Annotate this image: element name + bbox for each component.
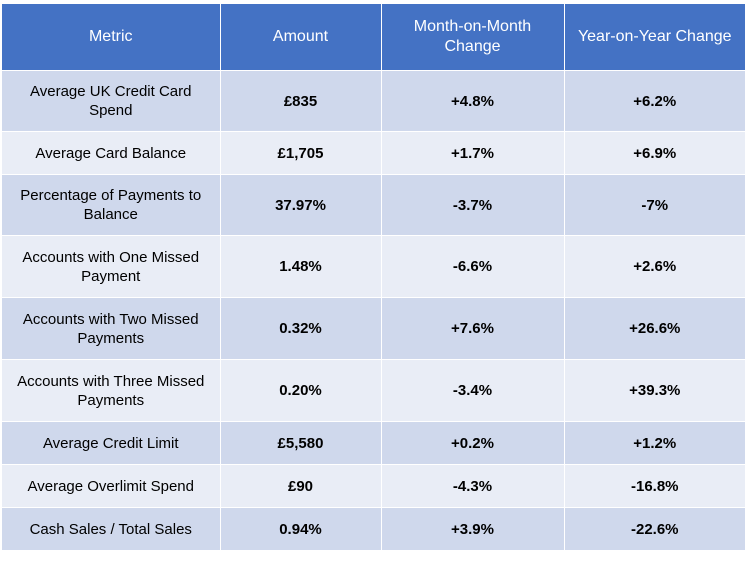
metric-cell: Accounts with One Missed Payment: [2, 235, 221, 298]
table-row: Cash Sales / Total Sales 0.94% +3.9% -22…: [2, 507, 745, 550]
amount-cell: £835: [220, 70, 382, 132]
yoy-change-cell: +2.6%: [564, 235, 745, 298]
credit-card-metrics-table: Metric Amount Month-on-Month Change Year…: [2, 4, 745, 550]
table-header-row: Metric Amount Month-on-Month Change Year…: [2, 4, 745, 71]
mom-change-cell: -6.6%: [381, 235, 565, 298]
yoy-change-cell: +6.9%: [564, 131, 745, 175]
table-row: Accounts with One Missed Payment 1.48% -…: [2, 235, 745, 298]
table-row: Average Card Balance £1,705 +1.7% +6.9%: [2, 131, 745, 175]
metric-cell: Average UK Credit Card Spend: [2, 70, 221, 132]
metric-cell: Average Overlimit Spend: [2, 464, 221, 508]
table-row: Average UK Credit Card Spend £835 +4.8% …: [2, 70, 745, 132]
yoy-change-cell: -22.6%: [564, 507, 745, 550]
mom-change-cell: +7.6%: [381, 297, 565, 360]
yoy-change-cell: +1.2%: [564, 421, 745, 465]
mom-change-cell: +0.2%: [381, 421, 565, 465]
metric-cell: Average Credit Limit: [2, 421, 221, 465]
table-row: Average Overlimit Spend £90 -4.3% -16.8%: [2, 464, 745, 508]
metric-cell: Cash Sales / Total Sales: [2, 507, 221, 550]
metric-cell: Average Card Balance: [2, 131, 221, 175]
metric-cell: Percentage of Payments to Balance: [2, 174, 221, 236]
yoy-change-cell: -7%: [564, 174, 745, 236]
mom-change-cell: +3.9%: [381, 507, 565, 550]
amount-cell: 0.20%: [220, 359, 382, 422]
amount-cell: 0.94%: [220, 507, 382, 550]
mom-change-cell: -3.7%: [381, 174, 565, 236]
column-header-amount: Amount: [220, 4, 382, 71]
amount-cell: £5,580: [220, 421, 382, 465]
table-row: Accounts with Three Missed Payments 0.20…: [2, 359, 745, 422]
metric-cell: Accounts with Two Missed Payments: [2, 297, 221, 360]
amount-cell: £1,705: [220, 131, 382, 175]
yoy-change-cell: +39.3%: [564, 359, 745, 422]
amount-cell: 1.48%: [220, 235, 382, 298]
mom-change-cell: -3.4%: [381, 359, 565, 422]
mom-change-cell: +1.7%: [381, 131, 565, 175]
table-row: Average Credit Limit £5,580 +0.2% +1.2%: [2, 421, 745, 465]
table-row: Accounts with Two Missed Payments 0.32% …: [2, 297, 745, 360]
amount-cell: £90: [220, 464, 382, 508]
column-header-month-on-month: Month-on-Month Change: [381, 4, 565, 71]
column-header-metric: Metric: [2, 4, 221, 71]
table-row: Percentage of Payments to Balance 37.97%…: [2, 174, 745, 236]
column-header-year-on-year: Year-on-Year Change: [564, 4, 745, 71]
mom-change-cell: -4.3%: [381, 464, 565, 508]
credit-card-metrics-table-container: Metric Amount Month-on-Month Change Year…: [2, 4, 745, 550]
amount-cell: 37.97%: [220, 174, 382, 236]
amount-cell: 0.32%: [220, 297, 382, 360]
metric-cell: Accounts with Three Missed Payments: [2, 359, 221, 422]
mom-change-cell: +4.8%: [381, 70, 565, 132]
yoy-change-cell: +26.6%: [564, 297, 745, 360]
yoy-change-cell: -16.8%: [564, 464, 745, 508]
yoy-change-cell: +6.2%: [564, 70, 745, 132]
